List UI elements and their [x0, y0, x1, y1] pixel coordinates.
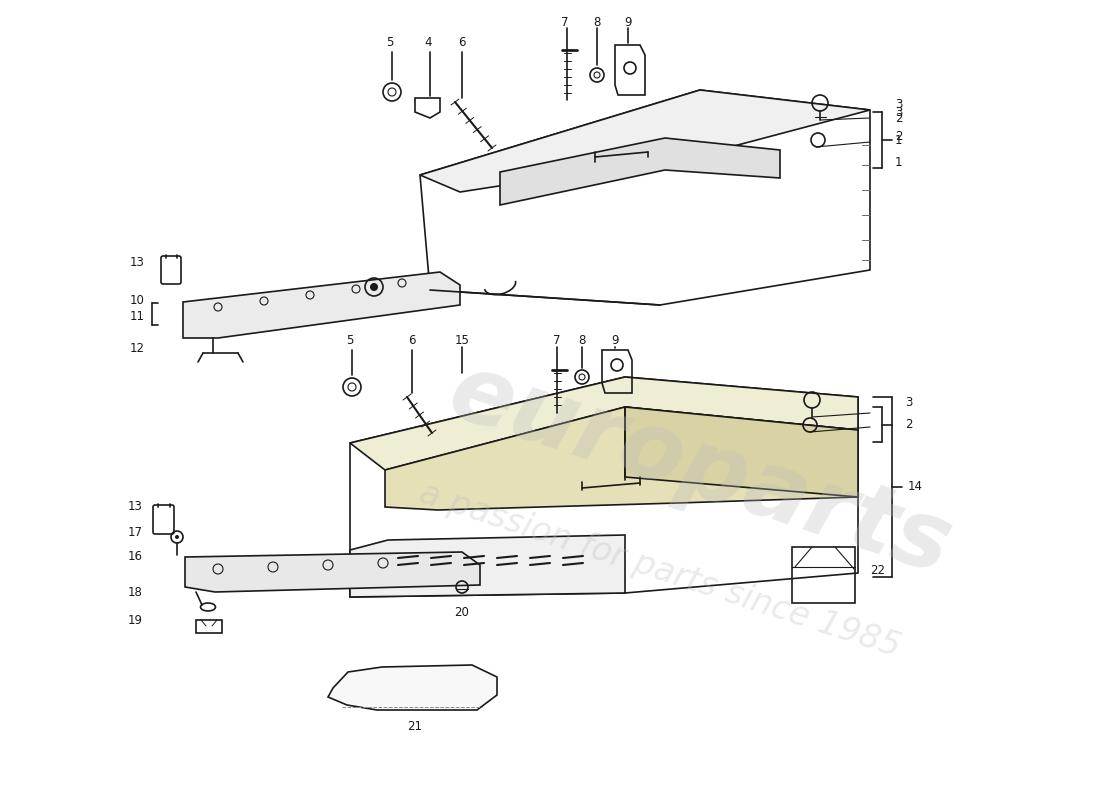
- Text: 21: 21: [407, 721, 422, 734]
- Polygon shape: [385, 407, 858, 510]
- Text: 11: 11: [130, 310, 145, 323]
- Text: 9: 9: [625, 15, 631, 29]
- Text: 7: 7: [561, 15, 569, 29]
- Text: 18: 18: [128, 586, 143, 598]
- Text: 3: 3: [905, 397, 912, 410]
- Text: 2: 2: [905, 418, 913, 431]
- Text: 1: 1: [894, 134, 902, 146]
- Polygon shape: [350, 377, 858, 470]
- Polygon shape: [328, 665, 497, 710]
- Text: 1: 1: [895, 155, 902, 169]
- Text: 7: 7: [553, 334, 561, 347]
- Text: 15: 15: [454, 334, 470, 347]
- Text: 5: 5: [386, 35, 394, 49]
- Text: 20: 20: [454, 606, 470, 619]
- Text: 6: 6: [408, 334, 416, 347]
- Text: 17: 17: [128, 526, 143, 538]
- Polygon shape: [500, 138, 780, 205]
- Text: 8: 8: [593, 15, 601, 29]
- Text: 13: 13: [128, 501, 143, 514]
- Text: 3: 3: [895, 106, 902, 118]
- Text: 3: 3: [895, 98, 902, 111]
- Text: 16: 16: [128, 550, 143, 563]
- Polygon shape: [350, 535, 625, 597]
- Text: europarts: europarts: [438, 346, 962, 594]
- Circle shape: [370, 283, 378, 291]
- Text: a passion for parts since 1985: a passion for parts since 1985: [415, 477, 905, 663]
- Polygon shape: [420, 90, 870, 192]
- Text: 22: 22: [870, 563, 886, 577]
- Text: 19: 19: [128, 614, 143, 627]
- Polygon shape: [625, 407, 858, 497]
- Text: 5: 5: [346, 334, 354, 347]
- Text: 14: 14: [908, 481, 923, 494]
- Text: 8: 8: [579, 334, 585, 347]
- Text: 12: 12: [130, 342, 145, 354]
- Text: 4: 4: [425, 35, 431, 49]
- Circle shape: [175, 535, 179, 539]
- Text: 6: 6: [459, 35, 465, 49]
- Text: 13: 13: [130, 257, 145, 270]
- Text: 2: 2: [895, 130, 902, 143]
- Text: 10: 10: [130, 294, 145, 306]
- Text: 2: 2: [895, 111, 902, 125]
- Text: 9: 9: [612, 334, 618, 347]
- Polygon shape: [185, 552, 480, 592]
- Polygon shape: [183, 272, 460, 338]
